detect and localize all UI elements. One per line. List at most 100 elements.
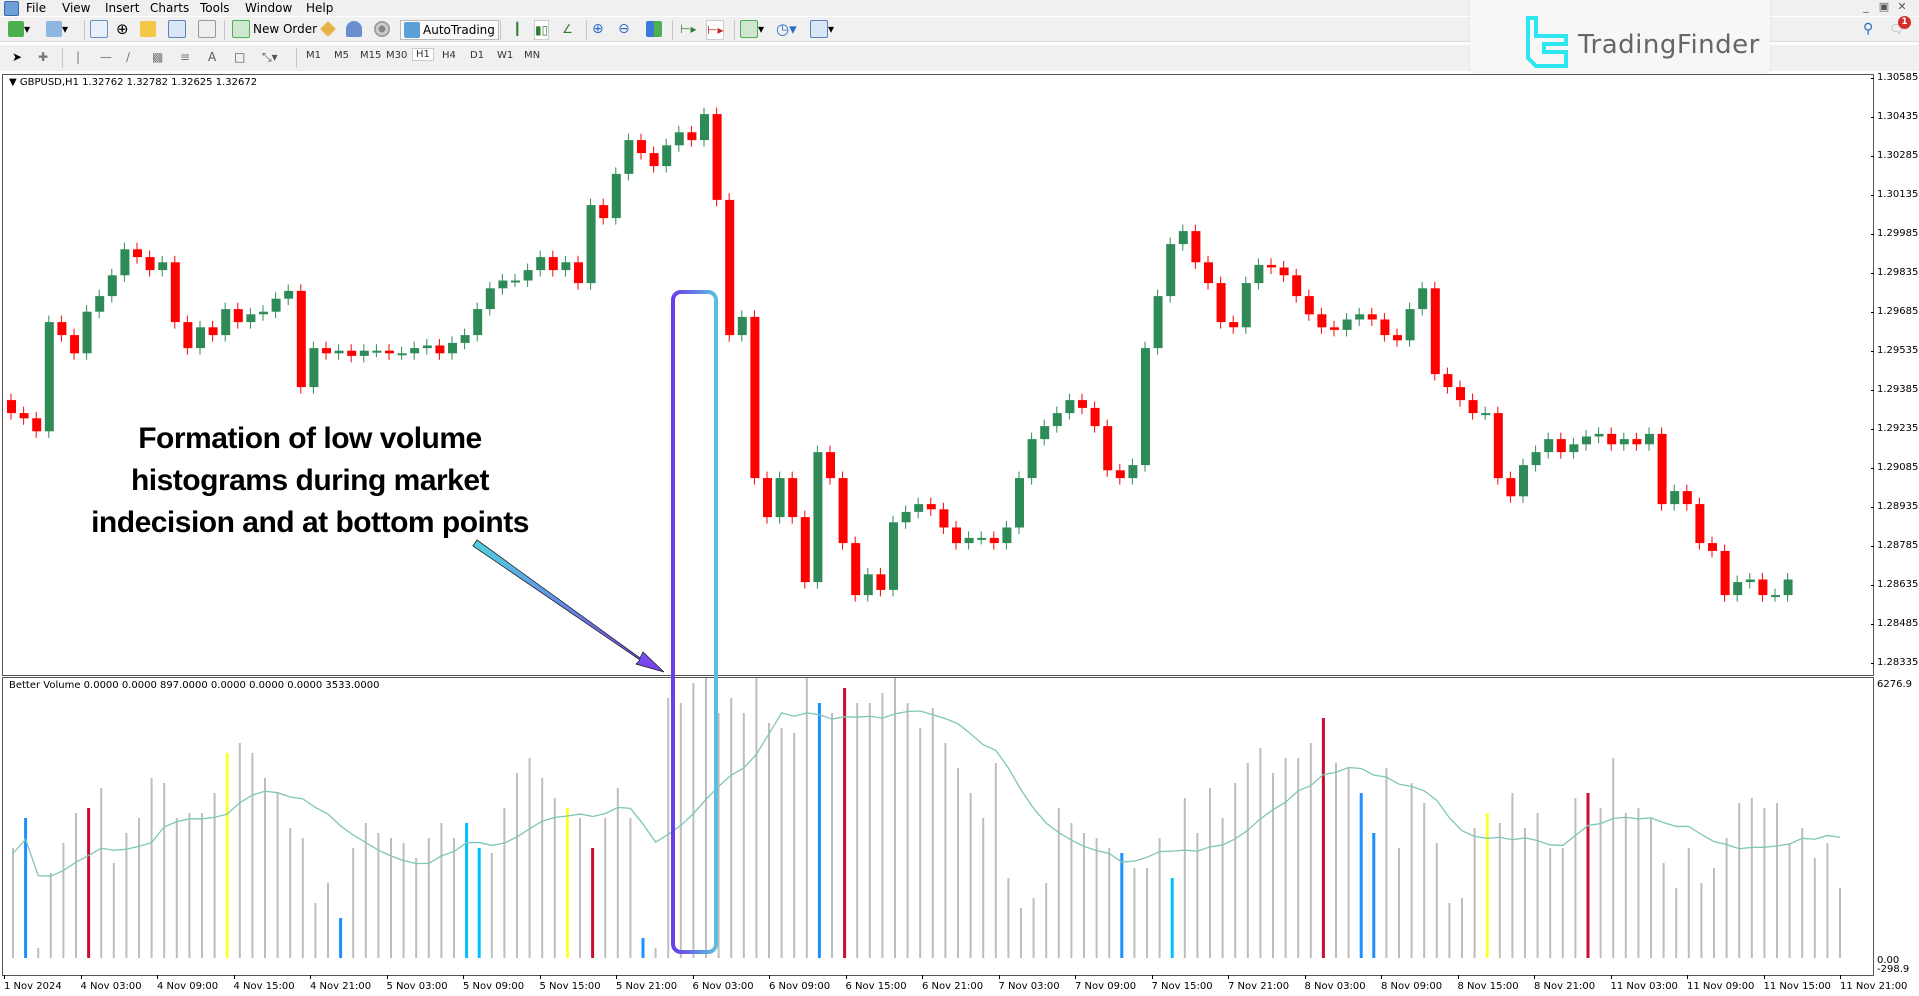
horizontal-line-tool[interactable]: — xyxy=(100,48,112,66)
time-tick-label: 6 Nov 09:00 xyxy=(769,981,831,992)
time-tick-mark xyxy=(1381,975,1382,979)
metaeditor-button[interactable] xyxy=(320,20,336,38)
text-label-icon: □ xyxy=(234,50,246,64)
timeframe-m5[interactable]: M5 xyxy=(334,50,349,61)
volume-axis: 6276.9 0.00 -298.9 xyxy=(1874,677,1919,975)
time-tick-mark xyxy=(539,975,541,979)
timeframe-mn[interactable]: MN xyxy=(524,50,541,61)
zoom-in-button[interactable]: ⊕ xyxy=(592,20,604,38)
time-tick-label: 11 Nov 15:00 xyxy=(1763,981,1831,992)
time-tick-label: 6 Nov 15:00 xyxy=(845,981,907,992)
timeframe-w1[interactable]: W1 xyxy=(497,50,514,61)
new-order-button[interactable]: New Order xyxy=(232,20,317,38)
time-tick-label: 7 Nov 03:00 xyxy=(998,981,1060,992)
time-tick-label: 8 Nov 15:00 xyxy=(1457,981,1519,992)
chart-shift-button[interactable]: ⊢▸ xyxy=(706,20,725,40)
timeframe-h1[interactable]: H1 xyxy=(412,48,434,61)
templates-icon xyxy=(810,20,828,38)
chart-shift-icon: ⊢▸ xyxy=(707,23,724,37)
notification-badge: 1 xyxy=(1898,16,1911,29)
time-axis[interactable]: 1 Nov 2024 4 Nov 03:00 4 Nov 09:00 4 Nov 15… xyxy=(2,975,1919,996)
better-volume-pane[interactable]: Better Volume 0.0000 0.0000 897.0000 0.0… xyxy=(2,677,1874,976)
navigator-button[interactable] xyxy=(140,20,156,38)
minimize-button[interactable]: _ xyxy=(1863,0,1869,13)
tile-windows-button[interactable] xyxy=(646,20,662,38)
candlestick-chart-button[interactable]: ▮▯ xyxy=(534,20,550,40)
timeframe-m30[interactable]: M30 xyxy=(386,50,408,61)
time-tick-label: 4 Nov 15:00 xyxy=(233,981,295,992)
bar-chart-button[interactable]: ▕▏ xyxy=(508,20,526,38)
time-tick-label: 8 Nov 09:00 xyxy=(1381,981,1443,992)
fibonacci-tool[interactable]: ≡ xyxy=(180,48,190,66)
autotrading-label: AutoTrading xyxy=(423,23,495,37)
price-tick-mark xyxy=(1871,585,1874,586)
menu-file[interactable]: File xyxy=(26,1,47,15)
line-chart-button[interactable]: ∠ xyxy=(562,20,573,38)
templates-button[interactable]: ▾ xyxy=(810,20,834,38)
zoom-out-button[interactable]: ⊖ xyxy=(618,20,630,38)
arrows-tool[interactable]: ⤡▾ xyxy=(262,48,278,66)
timeframe-h4[interactable]: H4 xyxy=(442,50,456,61)
trendline-tool[interactable]: ∕ xyxy=(126,48,130,66)
horizontal-line-icon: — xyxy=(100,50,112,64)
strategy-tester-button[interactable] xyxy=(198,20,216,38)
time-tick-mark xyxy=(769,975,770,979)
menu-window[interactable]: Window xyxy=(245,1,293,15)
price-tick-mark xyxy=(1871,663,1874,664)
timeframe-m15[interactable]: M15 xyxy=(360,50,382,61)
price-tick-label: 1.28485 xyxy=(1877,618,1919,629)
price-tick-mark xyxy=(1871,507,1874,508)
price-tick-label: 1.29835 xyxy=(1877,267,1919,278)
price-tick-mark xyxy=(1871,195,1874,196)
price-chart[interactable]: ▼ GBPUSD,H1 1.32762 1.32782 1.32625 1.32… xyxy=(2,74,1874,676)
zoom-in-icon: ⊕ xyxy=(592,21,604,37)
menu-view[interactable]: View xyxy=(62,1,91,15)
price-axis[interactable]: 1.30585 1.30435 1.30285 1.30135 1.29985 1.298… xyxy=(1871,72,1919,674)
candlestick-series xyxy=(7,107,1793,602)
trendline-icon: ∕ xyxy=(126,50,131,64)
tradingfinder-logo-icon xyxy=(1526,16,1568,68)
timeframe-m1[interactable]: M1 xyxy=(306,50,321,61)
crosshair-tool[interactable]: ✚ xyxy=(38,48,48,66)
price-tick-mark xyxy=(1871,156,1874,157)
auto-scroll-button[interactable]: ⊢▸ xyxy=(680,20,696,38)
terminal-button[interactable] xyxy=(168,20,186,38)
annotation-line-2: histograms during market xyxy=(130,464,490,497)
vertical-line-tool[interactable]: | xyxy=(76,48,80,66)
signals-button[interactable] xyxy=(346,20,362,38)
time-tick-mark xyxy=(386,975,388,979)
price-tick-mark xyxy=(1871,390,1874,391)
text-icon: A xyxy=(208,50,217,64)
search-button[interactable]: ⚲ xyxy=(1863,20,1873,38)
time-tick-mark xyxy=(692,975,694,979)
profiles-button[interactable]: ▾ xyxy=(46,20,68,38)
close-button[interactable]: ✕ xyxy=(1897,0,1907,13)
price-tick-label: 1.30135 xyxy=(1877,189,1919,200)
price-tick-label: 1.29985 xyxy=(1877,228,1919,239)
crosshair-icon: ⊕ xyxy=(116,20,129,38)
time-tick-mark xyxy=(845,975,847,979)
cursor-tool[interactable]: ➤ xyxy=(12,48,22,66)
time-tick-label: 7 Nov 21:00 xyxy=(1228,981,1290,992)
indicators-button[interactable]: ▾ xyxy=(740,20,764,38)
menu-tools[interactable]: Tools xyxy=(200,1,230,15)
timeframe-d1[interactable]: D1 xyxy=(470,50,485,61)
equidistant-channel-tool[interactable]: ▩ xyxy=(152,48,163,66)
time-tick-label: 4 Nov 09:00 xyxy=(157,981,219,992)
menu-charts[interactable]: Charts xyxy=(150,1,190,15)
data-window-button[interactable]: ⊕ xyxy=(116,20,129,38)
time-tick-mark xyxy=(1075,975,1076,979)
signal-radio-button[interactable] xyxy=(374,20,390,38)
notifications-button[interactable]: 🗨 1 xyxy=(1889,16,1911,38)
market-watch-button[interactable] xyxy=(90,20,108,38)
menu-help[interactable]: Help xyxy=(306,1,334,15)
periods-button[interactable]: ◷ ▾ xyxy=(776,20,797,38)
text-tool[interactable]: A xyxy=(208,48,216,66)
text-label-tool[interactable]: □ xyxy=(234,48,245,66)
autotrading-button[interactable]: AutoTrading xyxy=(400,20,499,40)
restore-button[interactable]: ▣ xyxy=(1878,0,1890,13)
new-chart-button[interactable]: ▾ xyxy=(8,20,30,38)
time-tick-mark xyxy=(922,975,923,979)
time-tick-label: 4 Nov 03:00 xyxy=(80,981,142,992)
menu-insert[interactable]: Insert xyxy=(105,1,140,15)
